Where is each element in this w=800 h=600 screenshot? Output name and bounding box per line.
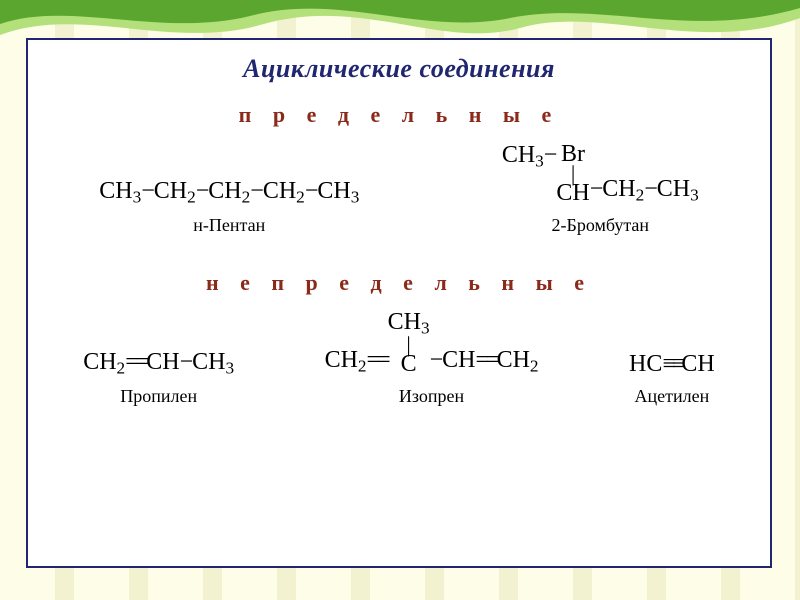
bromobutane-formula: CH3− Br | CH −CH2−CH3 xyxy=(502,142,699,205)
content-panel: Ациклические соединения п р е д е л ь н … xyxy=(26,38,772,568)
compound-isoprene: CH2== CH3 | C −CH==CH2 Изопрен xyxy=(325,310,539,407)
isoprene-center-stack: CH3 | C xyxy=(388,310,430,376)
acetylene-name: Ацетилен xyxy=(635,386,710,407)
bromobutane-left: CH3− xyxy=(502,142,557,171)
compound-bromobutane: CH3− Br | CH −CH2−CH3 2-Бромбутан xyxy=(502,142,699,236)
bromobutane-name: 2-Бромбутан xyxy=(552,215,650,236)
acetylene-formula: HC≡≡CH xyxy=(629,352,715,376)
section-saturated-label: п р е д е л ь н ы е xyxy=(28,102,770,128)
isoprene-right: −CH==CH2 xyxy=(430,347,539,376)
compound-propylene: CH2==CH−CH3 Пропилен xyxy=(83,350,234,408)
isoprene-name: Изопрен xyxy=(399,386,464,407)
isoprene-left: CH2== xyxy=(325,347,388,376)
bromobutane-right: −CH2−CH3 xyxy=(590,176,699,205)
propylene-formula: CH2==CH−CH3 xyxy=(83,350,234,377)
bromobutane-center-stack: Br | CH xyxy=(556,142,589,205)
pentane-formula: CH3−CH2−CH2−CH2−CH3 xyxy=(99,179,359,206)
bromobutane-mid: CH xyxy=(556,181,589,205)
isoprene-c: C xyxy=(401,352,417,376)
section-unsaturated-label: н е п р е д е л ь н ы е xyxy=(28,270,770,296)
bromobutane-vertical-bond: | xyxy=(571,166,575,181)
isoprene-vertical-bond: | xyxy=(406,337,410,352)
unsaturated-row: CH2==CH−CH3 Пропилен CH2== CH3 | C −CH==… xyxy=(28,310,770,407)
main-title: Ациклические соединения xyxy=(28,54,770,84)
compound-acetylene: HC≡≡CH Ацетилен xyxy=(629,352,715,407)
pentane-name: н-Пентан xyxy=(193,215,265,236)
isoprene-formula: CH2== CH3 | C −CH==CH2 xyxy=(325,310,539,376)
saturated-row: CH3−CH2−CH2−CH2−CH3 н-Пентан CH3− Br | C… xyxy=(28,142,770,236)
compound-pentane: CH3−CH2−CH2−CH2−CH3 н-Пентан xyxy=(99,179,359,237)
propylene-name: Пропилен xyxy=(120,386,197,407)
